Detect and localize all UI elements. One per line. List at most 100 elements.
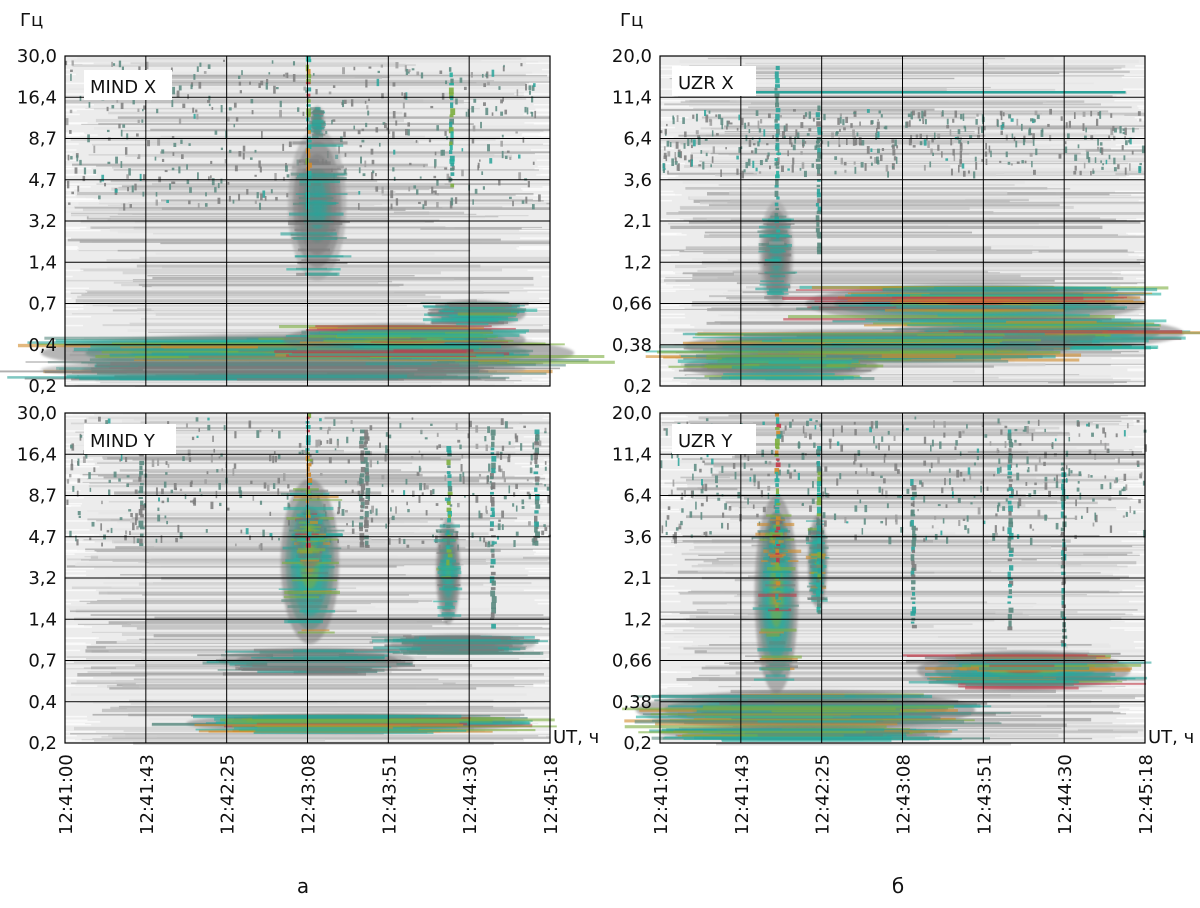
x-axis-label-mind-y: UT, ч [553,727,599,748]
y-tick-label: 4,7 [28,527,57,548]
y-tick-label: 0,66 [612,294,652,315]
y-tick-label: 0,38 [612,692,652,713]
x-ticks-uzr-y: 12:41:00 12:41:43 12:42:25 12:43:08 12:43:51… [651,754,1157,835]
y-tick-label: 0,4 [28,335,57,356]
x-ticks-mind-y: 12:41:00 12:41:43 12:42:25 12:43:08 12:43:51… [56,754,562,835]
y-tick-label: 30,0 [17,403,57,424]
spectrogram-uzr-y [622,413,1175,746]
y-tick-label: 3,6 [623,170,652,191]
energy-region-mind-y-6 [371,634,548,655]
y-ticks-mind-x: 30,0 16,4 8,7 4,7 3,2 1,4 0,7 0,4 0,2 [17,46,57,397]
y-tick-label: 8,7 [28,129,57,150]
panel-uzr-x: UZR X Гц 20,0 11,4 6,4 3,6 2,1 1,2 0,66 0,38 0,2 [612,10,1200,397]
panel-mind-x: MIND X Гц 30,0 16,4 8,7 4,7 3,2 1,4 0,7 0,4 0,2 [0,10,615,397]
plot-frame-mind-y [64,412,551,744]
plot-frame-mind-x [64,55,551,387]
plot-frame-uzr-x [659,55,1146,387]
y-tick-label: 16,4 [17,87,57,108]
panel-uzr-y: UZR Y UT, ч 20,0 11,4 6,4 3,6 2,1 1,2 0,66 0,38… [612,403,1194,835]
y-tick-label: 0,7 [28,294,57,315]
panel-label-mind-x: MIND X [90,77,156,98]
panel-label-uzr-x: UZR X [678,73,734,94]
y-tick-label: 0,7 [28,651,57,672]
y-tick-label: 3,2 [28,211,57,232]
x-axis-label-uzr-y: UT, ч [1148,727,1194,748]
vertical-streak-uzr-y-1 [774,413,782,611]
plot-frame-uzr-y [659,412,1146,744]
y-ticks-uzr-x: 20,0 11,4 6,4 3,6 2,1 1,2 0,66 0,38 0,2 [612,46,652,397]
energy-region-mind-x-6 [0,359,566,381]
y-tick-label: 0,4 [28,692,57,713]
y-tick-label: 0,2 [623,733,652,754]
caption-left: а [297,874,309,898]
x-tick-label: 12:42:25 [218,754,239,835]
y-axis-label-mind-x: Гц [20,10,43,31]
vertical-streak-mind-y-5 [363,429,371,548]
x-tick-label: 12:43:08 [299,754,320,835]
y-ticks-mind-y: 30,0 16,4 8,7 4,7 3,2 1,4 0,7 0,4 0,2 [17,403,57,754]
vertical-streak-uzr-y-3 [910,479,917,629]
vertical-streak-mind-y-2 [446,446,453,566]
y-tick-label: 0,66 [612,651,652,672]
y-tick-label: 20,0 [612,403,652,424]
vertical-streak-mind-y-7 [533,429,541,546]
y-tick-label: 0,2 [28,376,57,397]
y-tick-label: 4,7 [28,170,57,191]
energy-region-mind-x-2 [308,105,326,139]
energy-region-uzr-x-1 [755,201,798,307]
x-tick-label: 12:41:00 [56,754,77,835]
vertical-streak-uzr-y-2 [815,446,823,615]
caption-right: б [892,874,904,898]
energy-region-uzr-x-5 [668,353,884,381]
energy-region-mind-x-4 [257,323,530,357]
y-tick-label: 30,0 [17,46,57,67]
y-tick-label: 20,0 [612,46,652,67]
x-tick-label: 12:45:18 [1136,754,1157,835]
x-tick-label: 12:45:18 [541,754,562,835]
vertical-streak-uzr-x-1 [774,65,781,239]
label-box-uzr-y [672,424,756,454]
y-tick-label: 1,4 [28,252,57,273]
x-tick-label: 12:43:51 [379,754,400,835]
vertical-streak-mind-y-6 [489,429,497,629]
y-tick-label: 8,7 [28,486,57,507]
y-tick-label: 11,4 [612,444,652,465]
panel-label-mind-y: MIND Y [90,431,156,452]
x-tick-label: 12:41:00 [651,754,672,835]
y-axis-label-uzr-x: Гц [620,10,643,31]
y-tick-label: 1,4 [28,609,57,630]
y-tick-label: 0,38 [612,335,652,356]
y-tick-label: 6,4 [623,129,652,150]
y-tick-label: 3,2 [28,568,57,589]
vertical-streak-uzr-x-2 [815,105,823,255]
label-box-uzr-x [672,66,756,96]
x-tick-label: 12:42:25 [813,754,834,835]
y-tick-label: 0,2 [28,733,57,754]
y-tick-label: 6,4 [623,486,652,507]
y-tick-label: 11,4 [612,87,652,108]
y-ticks-uzr-y: 20,0 11,4 6,4 3,6 2,1 1,2 0,66 0,38 0,2 [612,403,652,754]
energy-region-uzr-y-5 [622,690,1011,730]
vertical-streak-uzr-y-4 [1007,429,1014,631]
energy-region-mind-y-4 [151,713,557,734]
x-tick-label: 12:43:08 [894,754,915,835]
y-tick-label: 1,2 [623,252,652,273]
y-tick-label: 2,1 [623,568,652,589]
energy-region-uzr-y-6 [638,726,990,742]
spectrogram-mind-y [65,413,580,746]
panel-mind-y: MIND Y UT, ч 30,0 16,4 8,7 4,7 3,2 1,4 0,7 0,4 0… [17,403,599,835]
x-tick-label: 12:41:43 [732,754,753,835]
y-tick-label: 1,2 [623,609,652,630]
label-box-mind-y [84,424,176,454]
y-tick-label: 16,4 [17,444,57,465]
x-tick-label: 12:43:51 [974,754,995,835]
x-tick-label: 12:44:30 [1055,754,1076,835]
panel-label-uzr-y: UZR Y [678,431,733,452]
y-tick-label: 0,2 [623,376,652,397]
y-tick-label: 3,6 [623,527,652,548]
x-tick-label: 12:41:43 [137,754,158,835]
x-tick-label: 12:44:30 [460,754,481,835]
y-tick-label: 2,1 [623,211,652,232]
label-box-mind-x [84,70,172,100]
